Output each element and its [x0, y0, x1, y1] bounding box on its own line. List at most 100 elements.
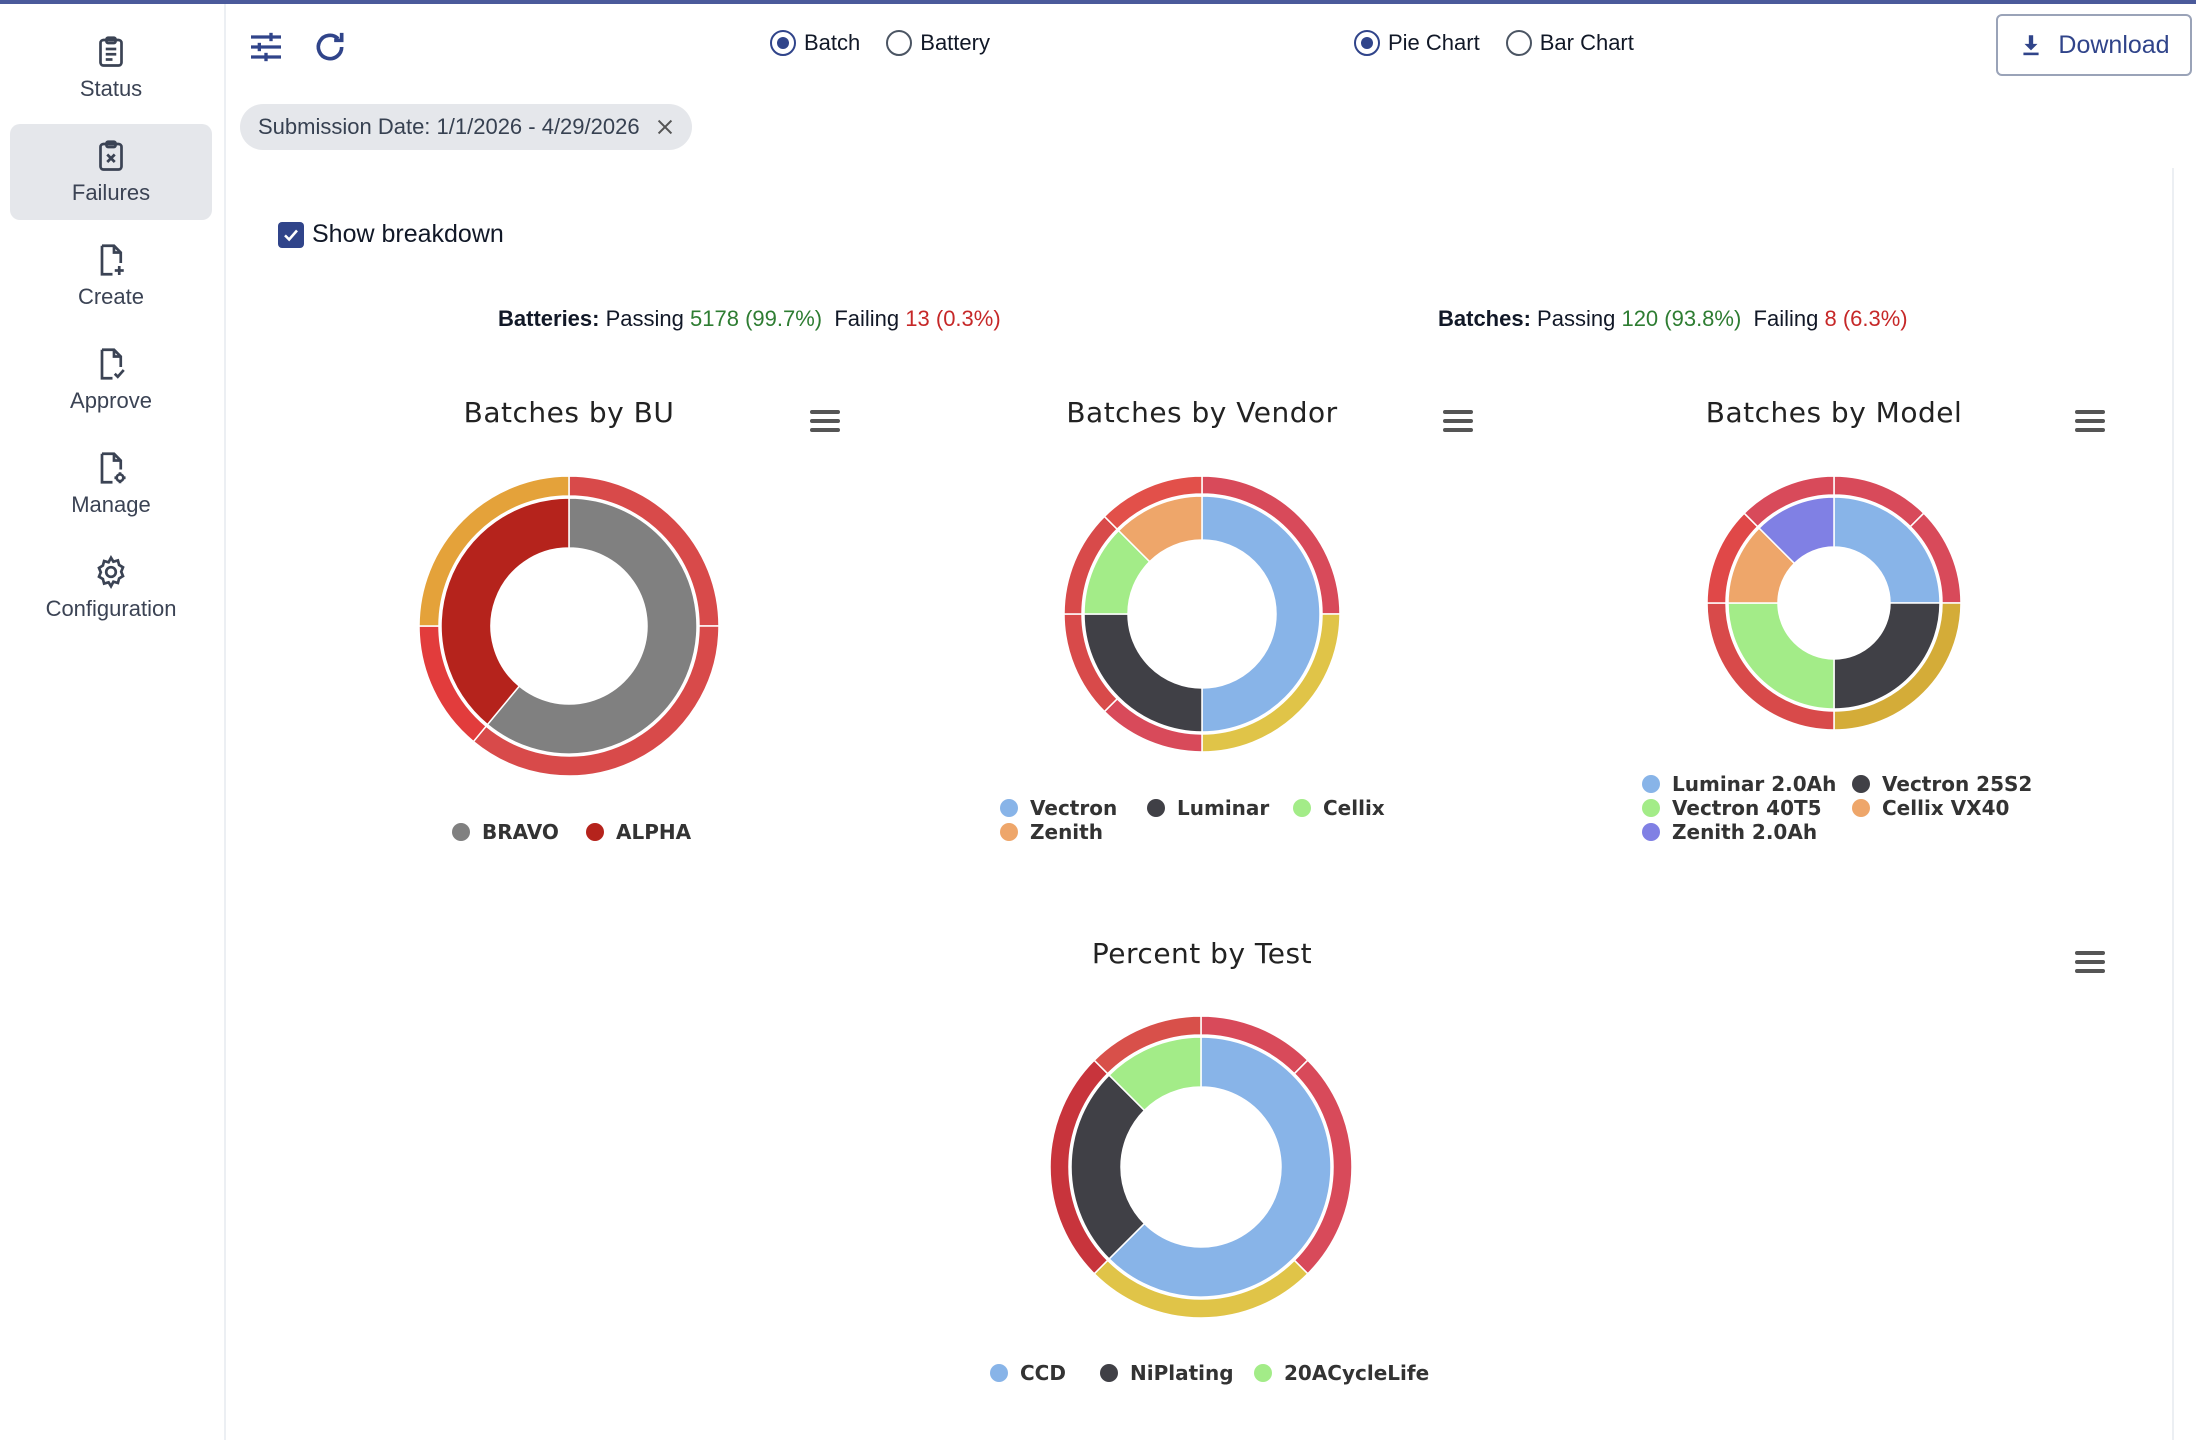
refresh-icon[interactable] [310, 27, 350, 67]
sidebar-item-label: Configuration [45, 596, 177, 621]
filter-chip-label: Submission Date: 1/1/2026 - 4/29/2026 [258, 114, 640, 139]
sliders-icon[interactable] [246, 27, 286, 67]
breakdown-slice[interactable] [1103, 475, 1203, 531]
radio-circle [1505, 30, 1532, 56]
check-icon [284, 229, 298, 241]
legend-dot [1852, 799, 1870, 817]
pie-slice[interactable] [1757, 496, 1835, 565]
pie-slice[interactable] [1108, 1036, 1332, 1298]
pie-slice[interactable] [1833, 602, 1941, 710]
pie-slice[interactable] [486, 497, 698, 755]
passing-label: Passing [605, 306, 684, 331]
summary-label: Batteries: [498, 306, 600, 331]
batteries-summary: Batteries: Passing 5178 (99.7%) Failing … [498, 306, 1001, 332]
charts-panel [228, 168, 2174, 1440]
legend-item[interactable]: NiPlating [1100, 1361, 1234, 1385]
clipboard-icon [99, 36, 123, 67]
legend-item[interactable]: Luminar [1147, 796, 1269, 820]
download-icon [2023, 35, 2039, 56]
legend-label: NiPlating [1130, 1361, 1234, 1385]
legend-item[interactable]: 20ACycleLife [1254, 1361, 1429, 1385]
legend-dot [1642, 823, 1660, 841]
sidebar-item-manage[interactable]: Manage [10, 436, 212, 532]
failing-label: Failing [1753, 306, 1819, 331]
legend-label: Luminar 2.0Ah [1672, 772, 1837, 796]
pie-slice[interactable] [1727, 602, 1835, 710]
legend-dot [1254, 1364, 1272, 1382]
sidebar-item-status[interactable]: Status [10, 20, 212, 116]
pie-slice[interactable] [1070, 1074, 1146, 1260]
donut-chart [1063, 475, 1341, 753]
legend-dot [1000, 799, 1018, 817]
chart-menu-icon[interactable] [2075, 951, 2105, 977]
download-button[interactable]: Download [1996, 14, 2192, 76]
radio-label: Battery [920, 30, 990, 55]
checkbox-box[interactable] [278, 221, 304, 248]
file-gear-icon [100, 452, 126, 484]
legend-dot [452, 823, 470, 841]
donut-chart [418, 475, 720, 777]
chart-legend: Luminar 2.0Ah Vectron 25S2 Vectron 40T5 … [1642, 772, 2032, 852]
chart-legend: CCD NiPlating 20ACycleLife [990, 1361, 1430, 1391]
chart-legend: Vectron Luminar Cellix Zenith [1000, 796, 1420, 850]
chart-title: Batches by Model [1705, 396, 1963, 429]
legend-item[interactable]: BRAVO [452, 820, 559, 844]
pie-slice[interactable] [440, 497, 570, 726]
legend-item[interactable]: ALPHA [586, 820, 691, 844]
radio-pie-chart[interactable]: Pie Chart [1354, 30, 1480, 56]
radio-label: Pie Chart [1388, 30, 1480, 55]
legend-item[interactable]: Luminar 2.0Ah [1642, 772, 1836, 796]
breakdown-slice[interactable] [418, 475, 570, 627]
legend-dot [1000, 823, 1018, 841]
legend-label: CCD [1020, 1361, 1066, 1385]
file-plus-icon [100, 244, 124, 276]
pie-slice[interactable] [1108, 1036, 1202, 1112]
donut-chart [1706, 475, 1962, 731]
show-breakdown-checkbox[interactable]: Show breakdown [278, 220, 504, 249]
chart-legend: BRAVO ALPHA [452, 820, 752, 850]
chart-mode-toggle: Pie Chart Bar Chart [1354, 30, 1660, 56]
breakdown-slice[interactable] [1743, 475, 1835, 528]
radio-label: Bar Chart [1539, 30, 1634, 55]
legend-item[interactable]: Vectron 25S2 [1852, 772, 2032, 796]
radio-battery[interactable]: Battery [886, 30, 990, 56]
top-accent-bar [0, 0, 2196, 4]
pie-slice[interactable] [1083, 613, 1203, 733]
pie-slice[interactable] [1201, 495, 1321, 733]
legend-dot [990, 1364, 1008, 1382]
failing-value: 8 (6.3%) [1824, 306, 1908, 331]
file-check-icon [100, 348, 125, 380]
breakdown-slice[interactable] [1093, 1015, 1202, 1075]
chart-menu-icon[interactable] [810, 410, 840, 436]
legend-item[interactable]: Cellix VX40 [1852, 796, 2009, 820]
sidebar-item-failures[interactable]: Failures [10, 124, 212, 220]
clipboard-x-icon [99, 140, 123, 171]
legend-item[interactable]: Vectron 40T5 [1642, 796, 1822, 820]
pie-slice[interactable] [1117, 495, 1203, 563]
legend-item[interactable]: Vectron [1000, 796, 1117, 820]
sidebar-item-create[interactable]: Create [10, 228, 212, 324]
legend-item[interactable]: Zenith [1000, 820, 1103, 844]
close-icon[interactable] [654, 116, 676, 138]
legend-dot [1100, 1364, 1118, 1382]
sidebar-item-label: Create [77, 284, 145, 309]
chart-menu-icon[interactable] [2075, 410, 2105, 436]
sidebar-item-label: Approve [70, 388, 152, 413]
legend-dot [1293, 799, 1311, 817]
legend-label: Vectron 40T5 [1672, 796, 1822, 820]
legend-label: BRAVO [482, 820, 559, 844]
pie-slice[interactable] [1833, 496, 1941, 604]
chart-menu-icon[interactable] [1443, 410, 1473, 436]
sidebar-item-label: Status [79, 76, 143, 101]
legend-item[interactable]: Zenith 2.0Ah [1642, 820, 1817, 844]
legend-item[interactable]: CCD [990, 1361, 1066, 1385]
sidebar-item-configuration[interactable]: Configuration [10, 540, 212, 636]
sidebar-item-label: Manage [71, 492, 151, 517]
sidebar-item-approve[interactable]: Approve [10, 332, 212, 428]
radio-bar-chart[interactable]: Bar Chart [1505, 30, 1634, 56]
radio-batch[interactable]: Batch [770, 30, 860, 56]
show-breakdown-label: Show breakdown [312, 220, 504, 248]
filter-chip[interactable]: Submission Date: 1/1/2026 - 4/29/2026 [240, 104, 692, 150]
legend-item[interactable]: Cellix [1293, 796, 1385, 820]
donut-chart [1049, 1015, 1353, 1319]
